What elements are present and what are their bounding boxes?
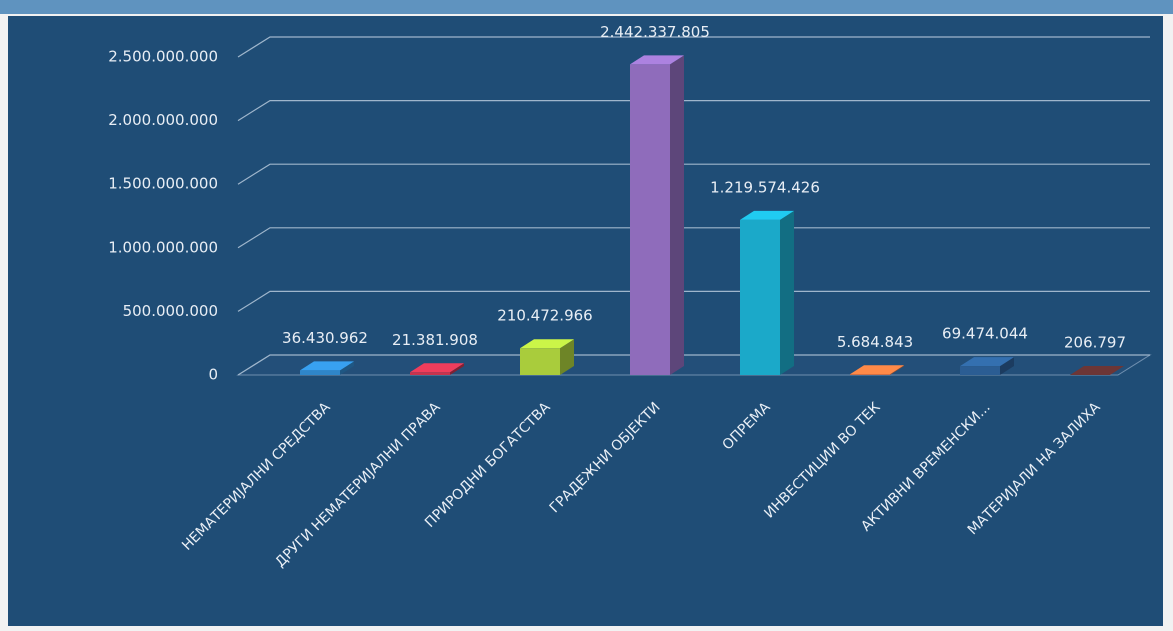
bar — [410, 372, 450, 375]
y-tick-label: 2.500.000.000 — [108, 48, 218, 66]
y-tick-label: 1.000.000.000 — [108, 238, 218, 256]
value-label: 210.472.966 — [497, 307, 592, 325]
grid-line — [237, 36, 1150, 58]
bar — [300, 370, 340, 375]
bar-side — [450, 363, 464, 375]
value-label: 36.430.962 — [282, 329, 368, 347]
bar-side — [670, 55, 684, 376]
bar-side — [560, 339, 574, 375]
value-label: 2.442.337.805 — [600, 23, 710, 41]
bar-top — [960, 357, 1014, 367]
y-tick-label: 0 — [208, 366, 218, 384]
value-label: 1.219.574.426 — [710, 178, 820, 196]
bar-side — [340, 361, 354, 375]
bar-side — [890, 365, 904, 375]
value-label: 69.474.044 — [942, 325, 1028, 343]
header-strip — [0, 0, 1173, 14]
bar-top — [1070, 365, 1124, 375]
chart-background — [8, 16, 1163, 626]
value-label: 21.381.908 — [392, 331, 478, 349]
bar — [630, 64, 670, 376]
bar — [740, 219, 780, 375]
bar-top — [300, 361, 354, 371]
bar-top — [740, 210, 794, 220]
bar-side — [1000, 357, 1014, 375]
grid-line — [237, 163, 1150, 185]
bar-top — [850, 365, 904, 375]
bar-top — [520, 339, 574, 349]
grid-line — [237, 354, 1150, 376]
grid-line — [237, 99, 1150, 122]
bar-side — [780, 210, 794, 375]
bar-top — [630, 55, 684, 65]
bar-top — [410, 363, 464, 373]
y-tick-label: 500.000.000 — [123, 302, 218, 320]
bar — [850, 374, 890, 375]
grid-line — [237, 290, 1150, 312]
grid-line — [237, 227, 1150, 249]
value-label: 5.684.843 — [837, 333, 913, 351]
bar — [520, 348, 560, 375]
bar-side — [1110, 365, 1124, 375]
y-tick-label: 1.500.000.000 — [108, 175, 218, 193]
y-tick-label: 2.000.000.000 — [108, 111, 218, 129]
value-label: 206.797 — [1064, 333, 1126, 351]
bar — [960, 366, 1000, 375]
